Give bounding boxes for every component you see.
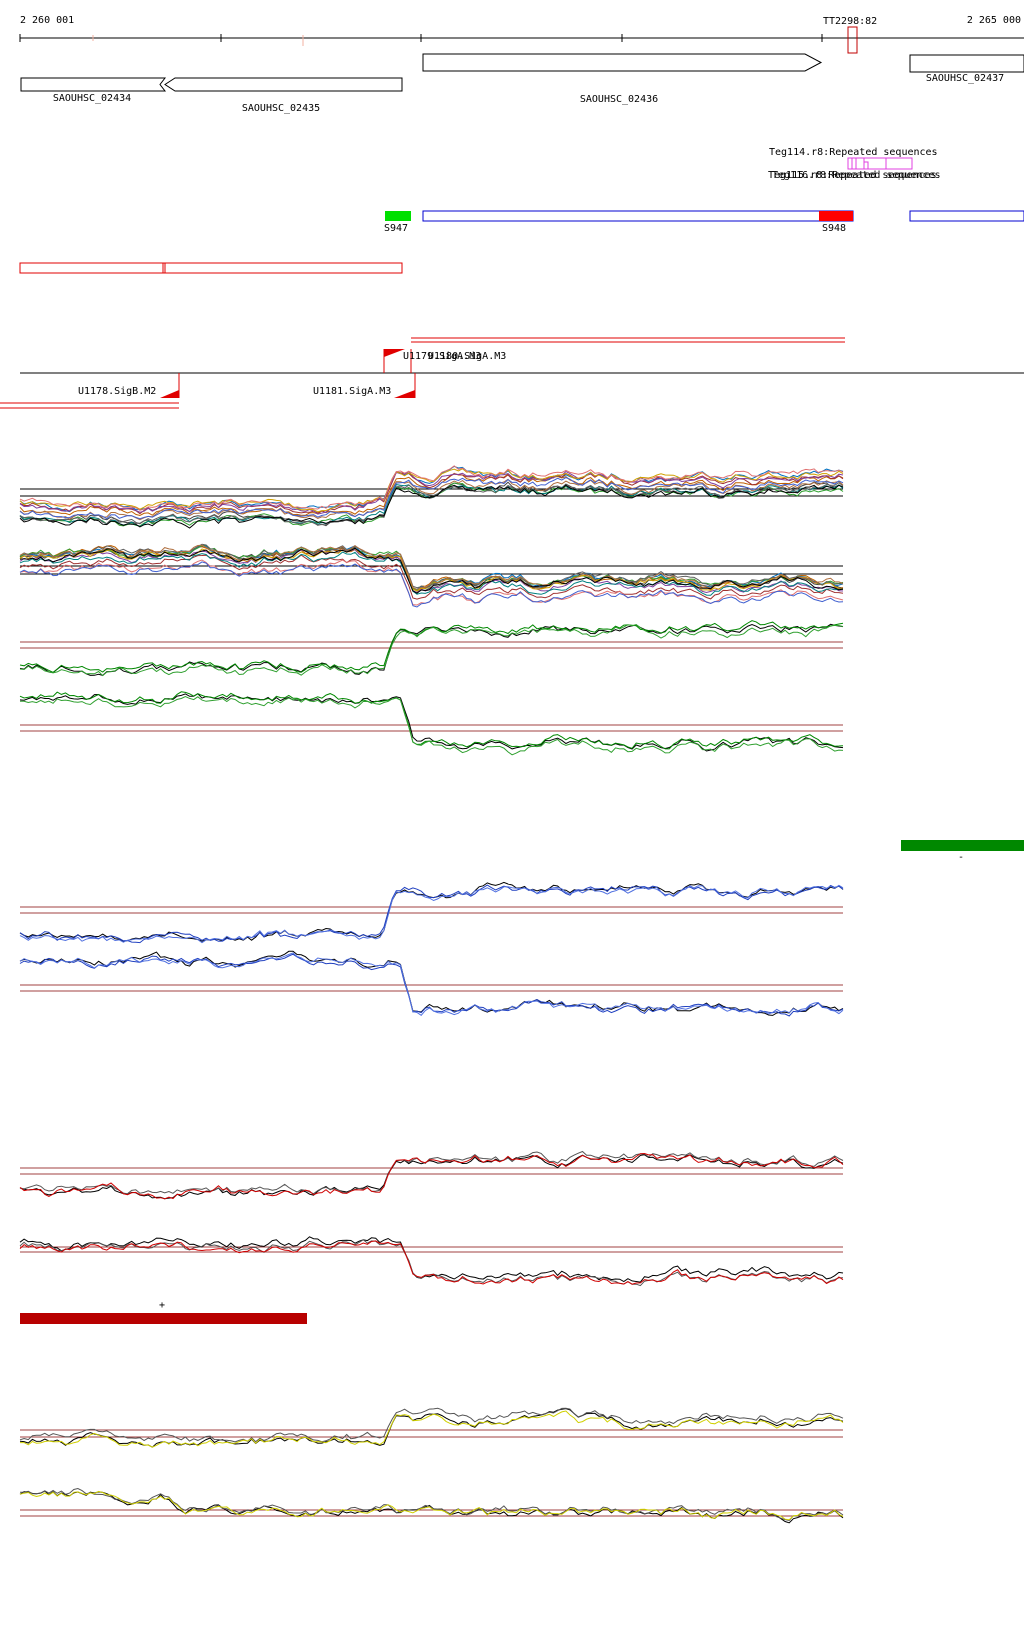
gene-arrow [422, 53, 823, 72]
expression-trace [19, 884, 844, 944]
expression-trace [19, 468, 844, 513]
ruler-ticks [19, 34, 823, 42]
region [819, 211, 853, 221]
strand-mark: - [958, 852, 964, 863]
expression-trace [19, 881, 844, 942]
promoter-label: U1179.SigA.M3 [403, 351, 481, 362]
region [385, 211, 411, 221]
repeat-label: Teg114.r8:Repeated sequences [769, 147, 938, 158]
strand-mark: + [159, 1300, 165, 1311]
expression-trace [19, 952, 844, 1016]
promoter-mark [384, 349, 405, 357]
repeat-label: Teg115.r8:Repeated sequences [768, 170, 937, 181]
promoter-label: U1180.SigA.M3 [428, 351, 506, 362]
expression-trace [19, 1408, 844, 1448]
expression-trace [20, 696, 844, 756]
expression-trace [19, 1152, 844, 1200]
expression-trace [19, 620, 844, 673]
expression-trace [19, 477, 844, 520]
region-label: S948 [822, 223, 846, 234]
expression-trace [20, 1410, 844, 1448]
expression-traces [19, 465, 844, 1524]
region [422, 210, 854, 222]
expression-trace [19, 548, 844, 594]
region [909, 210, 1024, 222]
expression-trace [19, 561, 844, 608]
repeat-label: Teg116.r8:Repeated sequences [772, 170, 941, 181]
gene-label: SAOUHSC_02435 [242, 103, 320, 114]
expression-trace [19, 484, 844, 528]
repeat-boxes [847, 157, 913, 170]
expression-trace [19, 691, 844, 750]
expression-trace [19, 482, 844, 526]
expression-bar [20, 1313, 307, 1324]
expression-trace [19, 544, 844, 590]
expression-trace [19, 484, 844, 529]
gene-arrow [20, 77, 167, 92]
expression-trace [19, 1487, 844, 1521]
gene-label: SAOUHSC_02437 [926, 73, 1004, 84]
terminator-label: TT2298:82 [823, 16, 877, 27]
promoter-mark [394, 390, 415, 398]
expression-trace [19, 1150, 844, 1195]
gene-label: SAOUHSC_02436 [580, 94, 658, 105]
expression-trace [19, 624, 844, 677]
expression-trace [19, 693, 844, 752]
gene-label: SAOUHSC_02434 [53, 93, 131, 104]
promoter-label: U1178.SigB.M2 [78, 386, 156, 397]
expression-trace [19, 1490, 844, 1521]
expression-trace [19, 551, 844, 596]
terminator-box [847, 26, 858, 54]
promoter-label: U1181.SigA.M3 [313, 386, 391, 397]
expression-trace [19, 950, 844, 1016]
expression-trace [19, 623, 844, 676]
expression-trace [19, 1236, 844, 1283]
region-label: S947 [384, 223, 408, 234]
expression-trace [19, 543, 844, 589]
expression-trace [19, 1490, 844, 1524]
expression-trace [19, 470, 844, 515]
expression-trace [19, 547, 844, 594]
expression-trace [19, 884, 844, 944]
transcript-lines [0, 337, 845, 409]
promoter-mark [160, 390, 179, 398]
expression-bar [901, 840, 1024, 851]
expression-trace [19, 1240, 844, 1285]
operon [19, 262, 403, 274]
gene-arrow [164, 77, 403, 92]
ruler-start: 2 260 001 [20, 15, 74, 26]
ruler-end: 2 265 000 [967, 15, 1021, 26]
expression-trace [19, 554, 844, 600]
expression-trace [19, 1407, 844, 1443]
expression-trace [19, 465, 844, 511]
gene-arrow [909, 54, 1024, 73]
expression-trace [19, 478, 844, 521]
